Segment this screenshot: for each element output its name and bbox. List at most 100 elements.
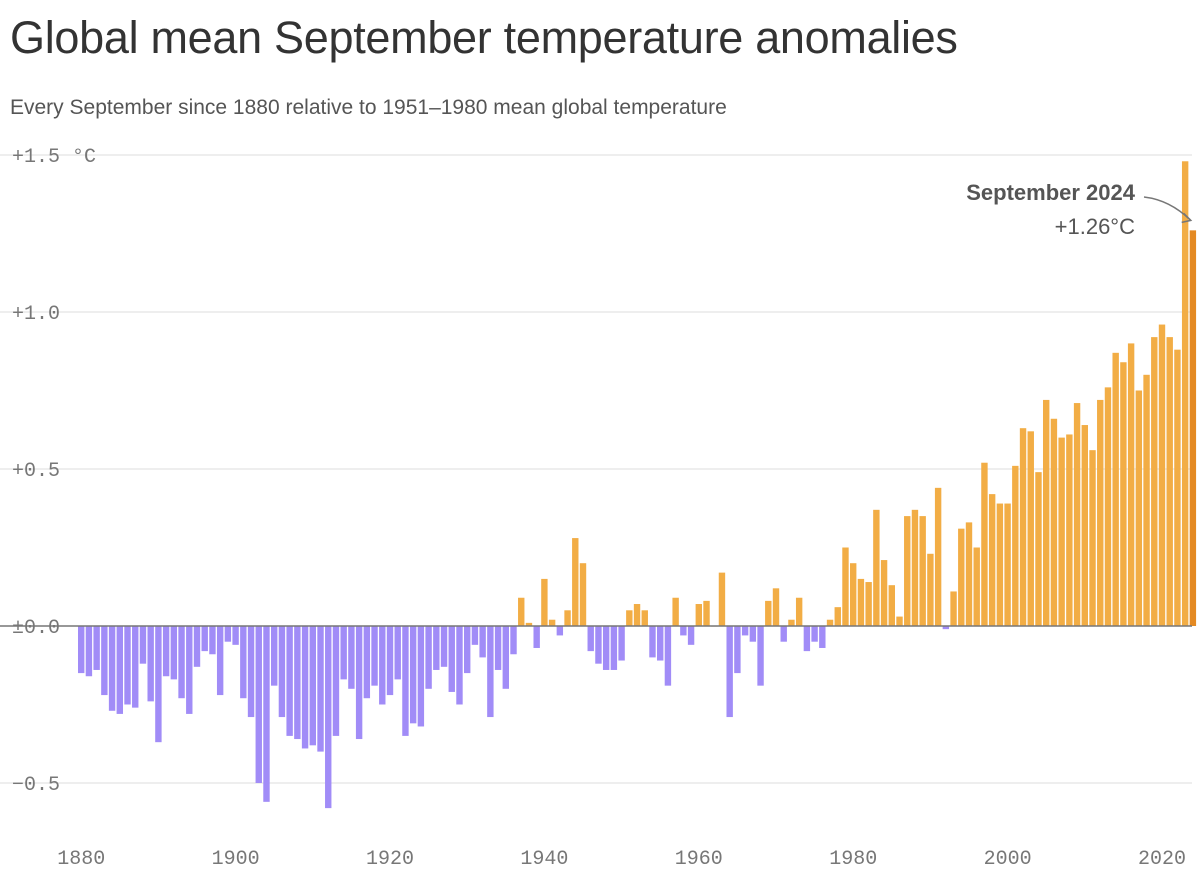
- bar-2005: [1043, 399, 1050, 626]
- y-tick-label: −0.5: [12, 774, 60, 797]
- bar-2008: [1066, 434, 1073, 626]
- x-tick-label: 2000: [984, 848, 1032, 871]
- x-axis-labels: 1880 1900 1920 1940 1960 1980 2000 2020: [57, 848, 1186, 871]
- bar-1943: [564, 610, 571, 626]
- bar-1944: [572, 538, 579, 626]
- bar-1919: [379, 626, 386, 705]
- bar-1918: [371, 626, 378, 686]
- bar-2011: [1089, 450, 1096, 626]
- bar-1898: [216, 626, 224, 696]
- bar-1927: [440, 626, 448, 667]
- bar-2003: [1027, 431, 1034, 626]
- bar-1904: [263, 626, 270, 802]
- bar-1897: [209, 626, 216, 655]
- bar-2015: [1120, 362, 1127, 626]
- bar-1980: [850, 563, 857, 626]
- y-tick-label: +0.5: [12, 460, 60, 483]
- bar-1942: [556, 626, 564, 636]
- bar-1979: [842, 547, 849, 626]
- bar-1922: [402, 626, 409, 736]
- bar-1966: [741, 626, 749, 636]
- bar-1958: [680, 626, 687, 636]
- bar-1880: [78, 626, 85, 674]
- bar-1982: [865, 582, 872, 626]
- bar-1952: [633, 604, 641, 626]
- bar-2019: [1151, 337, 1158, 626]
- bar-1939: [533, 626, 540, 648]
- bar-1882: [93, 626, 100, 670]
- bar-1994: [958, 528, 965, 626]
- bar-2018: [1143, 374, 1150, 626]
- bar-1991: [934, 487, 942, 626]
- bar-1973: [795, 597, 803, 626]
- bar-1953: [641, 610, 648, 626]
- bar-1964: [726, 626, 733, 718]
- bar-1997: [981, 462, 988, 626]
- bar-1940: [541, 578, 548, 626]
- y-axis-labels: +1.5 °C +1.0 +0.5 ±0.0 −0.5: [12, 146, 96, 797]
- bar-1996: [973, 547, 980, 626]
- bar-2001: [1012, 465, 1019, 626]
- bar-1896: [201, 626, 208, 652]
- bar-1916: [355, 626, 363, 740]
- bar-1891: [162, 626, 170, 677]
- bar-1984: [880, 560, 888, 626]
- bar-2000: [1004, 503, 1011, 626]
- bars-layer: [78, 161, 1197, 809]
- bar-2014: [1112, 352, 1119, 626]
- bar-1960: [695, 604, 702, 626]
- bar-1933: [487, 626, 494, 718]
- bar-1887: [132, 626, 139, 708]
- annotation-september-2024: September 2024 +1.26°C: [966, 180, 1193, 239]
- bar-1970: [772, 588, 780, 626]
- bar-1894: [186, 626, 193, 714]
- bar-1990: [927, 553, 934, 626]
- bar-2022: [1174, 349, 1181, 626]
- annotation-title: September 2024: [966, 180, 1136, 205]
- bar-1989: [919, 516, 926, 626]
- bar-1928: [448, 626, 455, 692]
- x-tick-label: 1900: [212, 848, 260, 871]
- chart-subtitle: Every September since 1880 relative to 1…: [10, 96, 727, 119]
- bar-1954: [649, 626, 656, 658]
- bar-1913: [332, 626, 340, 736]
- bar-1972: [788, 619, 795, 626]
- bar-1937: [518, 597, 525, 626]
- bar-2007: [1058, 437, 1065, 626]
- y-tick-label: +1.0: [12, 303, 60, 326]
- bar-1963: [718, 572, 726, 626]
- bar-2002: [1019, 428, 1027, 626]
- bar-2010: [1081, 425, 1088, 626]
- bar-1934: [494, 626, 502, 670]
- annotation-arrowhead: [1181, 212, 1193, 224]
- bar-1995: [965, 522, 973, 626]
- bar-1926: [433, 626, 440, 670]
- bar-1945: [579, 563, 587, 626]
- bar-1915: [348, 626, 355, 689]
- bar-1998: [988, 494, 996, 626]
- bar-1971: [780, 626, 787, 642]
- bar-1892: [170, 626, 178, 680]
- bar-2004: [1035, 472, 1042, 626]
- bar-1881: [85, 626, 93, 677]
- x-tick-label: 1980: [829, 848, 877, 871]
- bar-1901: [240, 626, 247, 699]
- bar-1899: [224, 626, 232, 642]
- bar-1929: [456, 626, 463, 705]
- bar-1884: [108, 626, 116, 711]
- bar-1910: [309, 626, 316, 746]
- bar-1932: [479, 626, 486, 658]
- bar-2017: [1135, 390, 1143, 626]
- bar-1909: [301, 626, 309, 749]
- bar-1902: [247, 626, 255, 718]
- bar-1956: [664, 626, 672, 686]
- bar-1946: [587, 626, 594, 652]
- bar-1917: [363, 626, 371, 699]
- bar-1936: [510, 626, 517, 655]
- bar-1987: [904, 516, 911, 626]
- bar-1921: [394, 626, 401, 680]
- bar-1935: [502, 626, 509, 689]
- bar-1974: [803, 626, 811, 652]
- bar-1885: [116, 626, 123, 714]
